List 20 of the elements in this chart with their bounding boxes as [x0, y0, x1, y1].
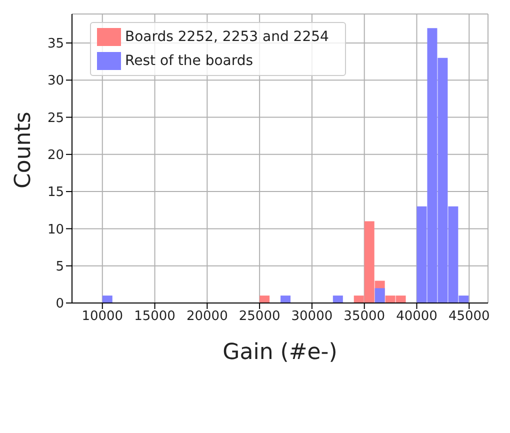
y-tick-label: 30 [47, 74, 64, 89]
x-tick-label: 40000 [396, 309, 438, 324]
x-tick-label: 35000 [344, 309, 386, 324]
x-axis-title: Gain (#e-) [222, 340, 338, 365]
x-tick-label: 15000 [134, 309, 176, 324]
y-axis-title: Counts [10, 112, 36, 188]
legend-label: Rest of the boards [125, 52, 254, 69]
y-tick-label: 35 [47, 36, 64, 52]
y-tick-label: 15 [47, 185, 64, 200]
y-tick-label: 0 [56, 296, 64, 312]
x-tick-label: 30000 [291, 309, 333, 324]
x-tick-label: 20000 [186, 309, 228, 324]
x-tick-label: 45000 [448, 309, 490, 324]
y-tick-label: 25 [47, 110, 64, 126]
x-tick-label: 10000 [82, 309, 124, 324]
y-tick-label: 20 [47, 148, 64, 164]
y-tick-label: 5 [56, 259, 64, 274]
y-tick-label: 10 [47, 222, 64, 238]
legend-label: Boards 2252, 2253 and 2254 [125, 28, 329, 45]
x-tick-label: 25000 [238, 309, 280, 324]
